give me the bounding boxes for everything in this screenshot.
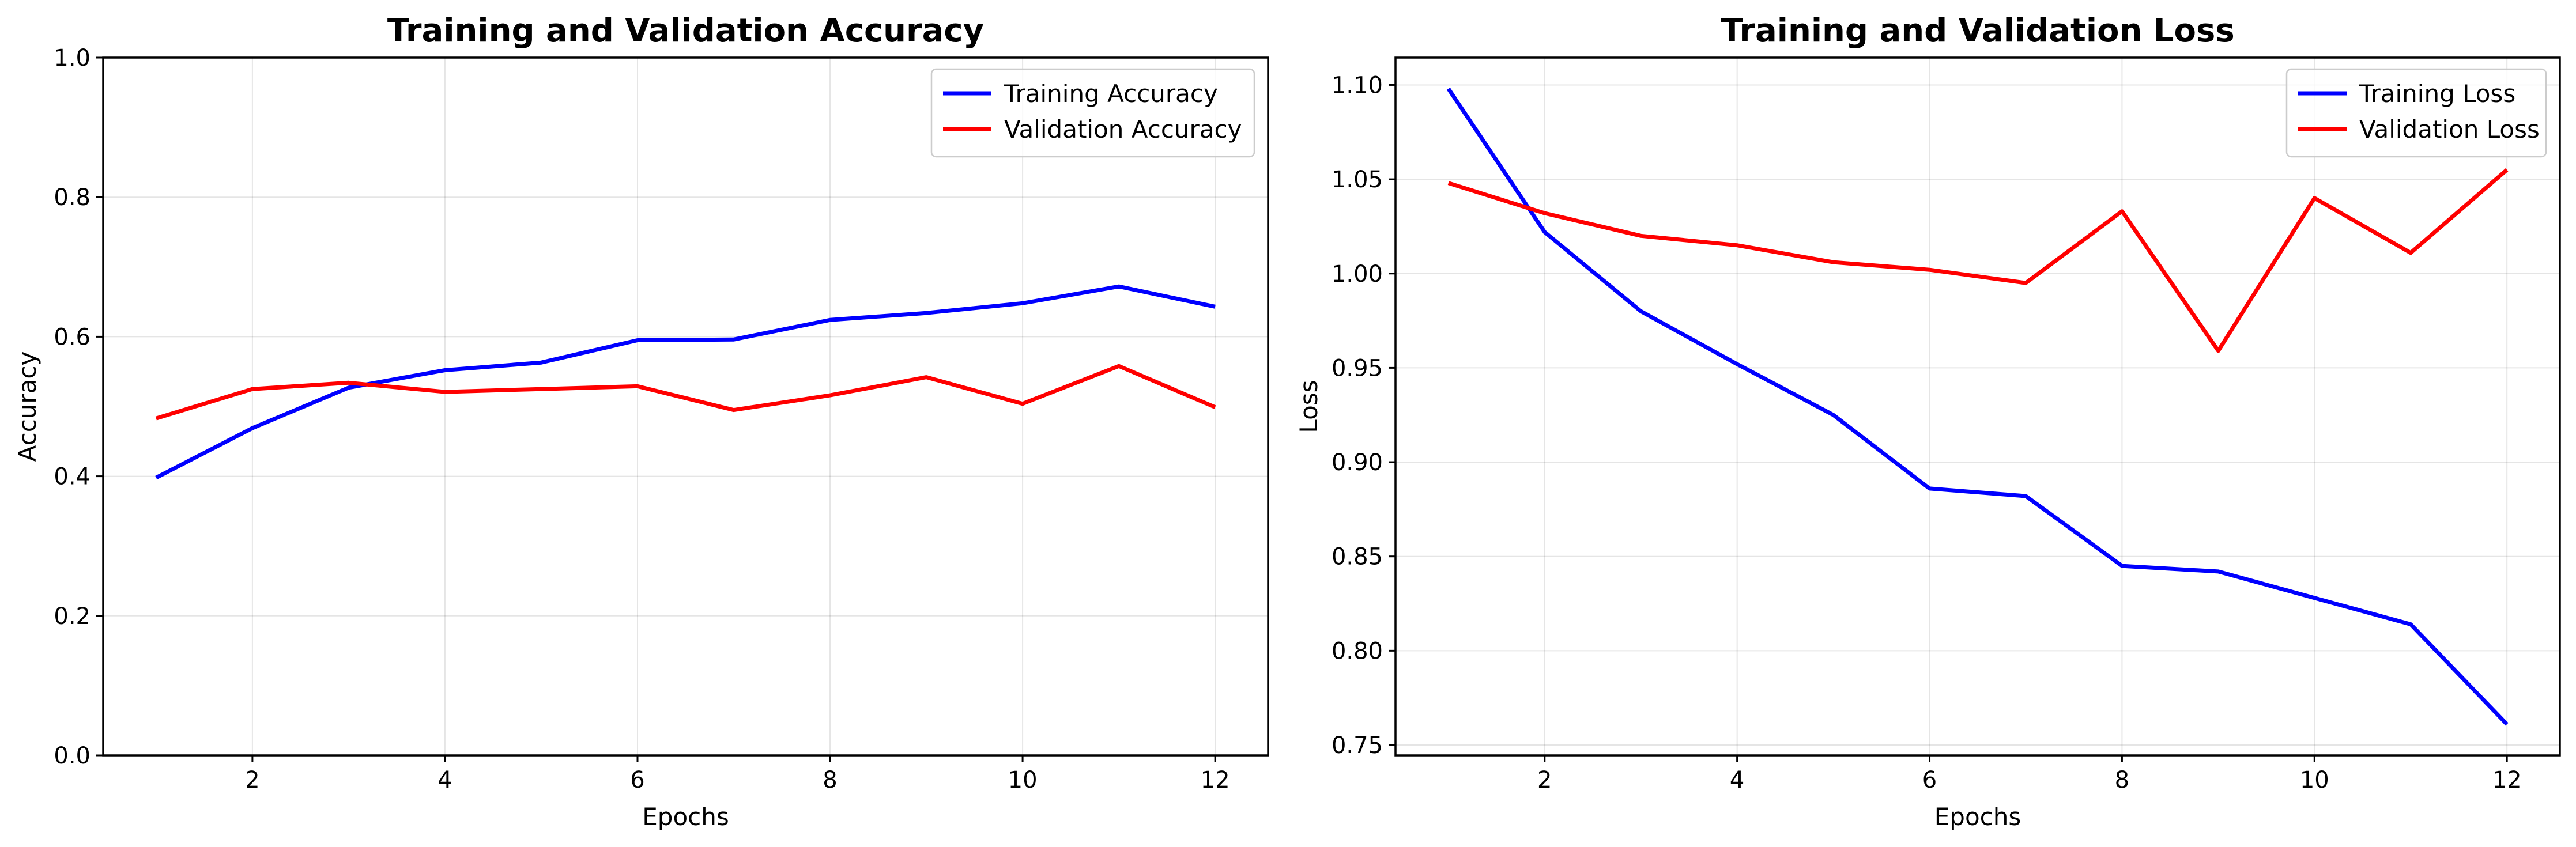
y-tick-label: 0.6: [54, 324, 90, 350]
accuracy-plot-frame: [102, 56, 1269, 757]
x-tick-label: 2: [1537, 767, 1552, 793]
y-tick-label: 1.00: [1332, 261, 1383, 288]
x-tick-label: 8: [2115, 767, 2129, 793]
x-tick-label: 12: [2492, 767, 2522, 793]
legend-label: Training Loss: [2359, 80, 2515, 108]
accuracy-chart: 2 4 6 8 10 12 0.0 0.2 0.4 0.6 0.8 1.0 Training and V…: [13, 12, 1269, 831]
y-axis-label: Loss: [1295, 380, 1323, 433]
accuracy-chart-title: Training and Validation Accuracy: [387, 12, 984, 50]
x-tick-label: 2: [245, 767, 259, 793]
legend-box: [2285, 68, 2547, 158]
x-tick-label: 10: [2300, 767, 2329, 793]
y-tick-label: 1.05: [1332, 167, 1383, 193]
loss-grid: [1396, 58, 2560, 755]
x-tick-label: 4: [437, 767, 452, 793]
loss-chart: 2 4 6 8 10 12 0.75 0.80 0.85 0.90 0.95 1.00 1.05 1.10…: [1295, 12, 2561, 831]
y-tick-label: 0.85: [1332, 544, 1383, 570]
y-tick-label: 0.0: [54, 743, 90, 769]
y-tick-label: 1.10: [1332, 72, 1383, 99]
x-tick-label: 10: [1008, 767, 1038, 793]
y-tick-label: 0.95: [1332, 355, 1383, 381]
y-tick-label: 0.4: [54, 464, 90, 490]
validation-accuracy-line: [155, 364, 1216, 421]
legend-label: Training Accuracy: [1004, 80, 1218, 108]
loss-plot-frame: [1394, 56, 2561, 757]
training-loss-line: [1446, 88, 2509, 726]
y-tick-label: 1.0: [54, 45, 90, 71]
x-tick-label: 6: [1922, 767, 1937, 793]
y-tick-label: 0.8: [54, 184, 90, 211]
y-tick-label: 0.90: [1332, 449, 1383, 476]
loss-legend: Training Loss Validation Loss: [2285, 68, 2547, 158]
y-tick-label: 0.80: [1332, 638, 1383, 664]
y-axis-label: Accuracy: [13, 351, 42, 462]
validation-loss-line: [1447, 168, 2509, 353]
legend-label: Validation Loss: [2359, 115, 2540, 143]
x-tick-label: 4: [1730, 767, 1744, 793]
legend-box: [930, 68, 1255, 158]
x-tick-label: 6: [630, 767, 644, 793]
x-axis-label: Epochs: [1934, 803, 2021, 831]
accuracy-legend: Training Accuracy Validation Accuracy: [930, 68, 1255, 158]
legend-label: Validation Accuracy: [1004, 115, 1242, 143]
y-tick-label: 0.2: [54, 603, 90, 630]
x-tick-label: 12: [1201, 767, 1230, 793]
x-axis-label: Epochs: [642, 803, 729, 831]
training-accuracy-line: [155, 284, 1216, 480]
y-tick-label: 0.75: [1332, 732, 1383, 759]
x-tick-label: 8: [823, 767, 837, 793]
loss-chart-title: Training and Validation Loss: [1721, 12, 2234, 50]
